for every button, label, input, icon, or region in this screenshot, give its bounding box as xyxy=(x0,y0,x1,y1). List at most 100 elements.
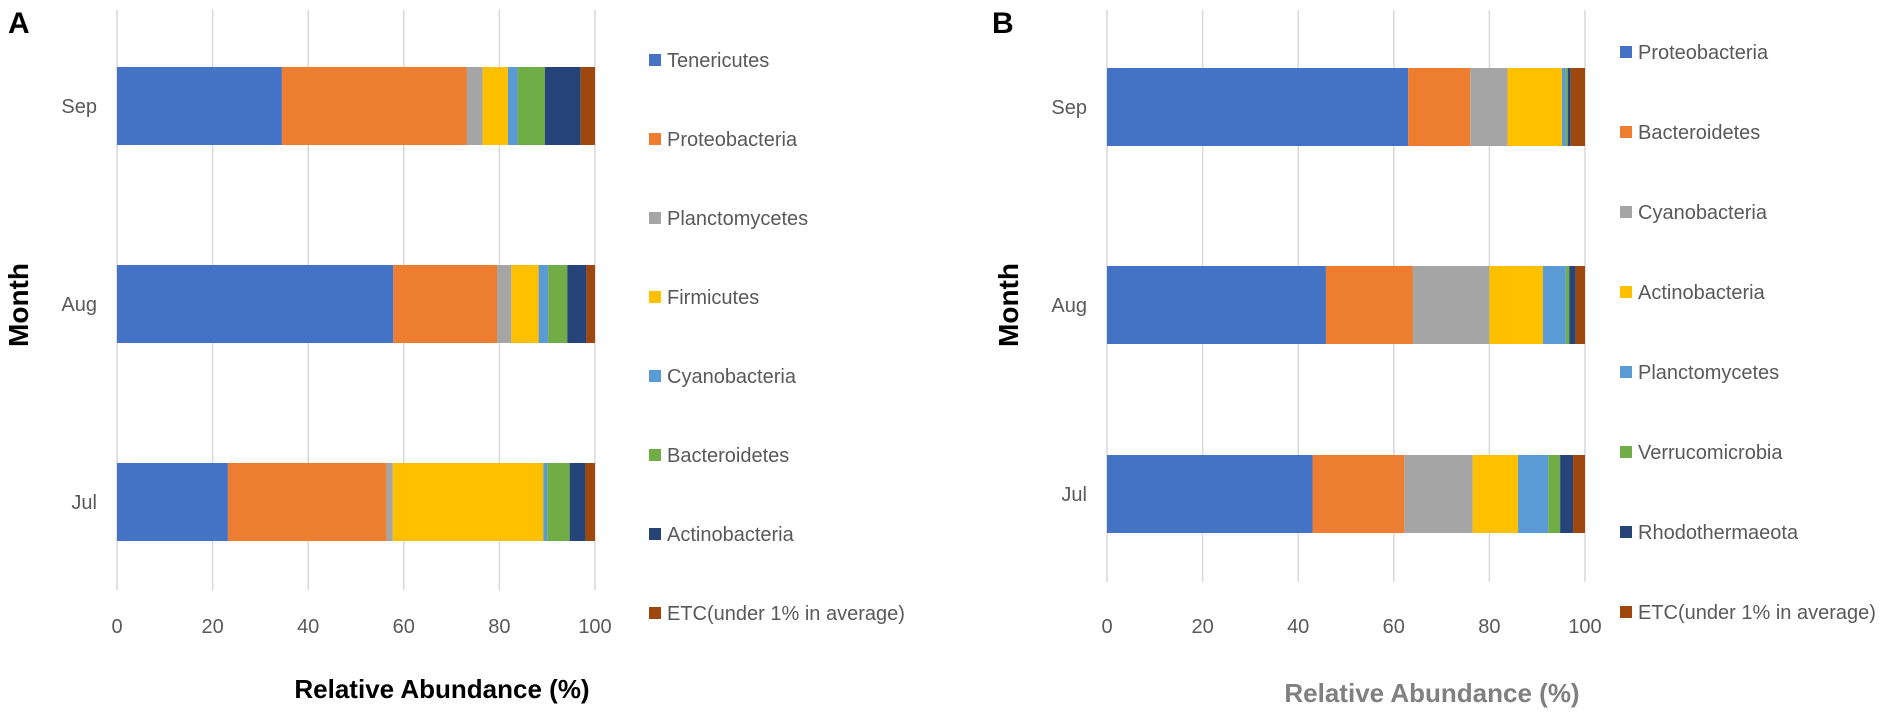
legend-label: Bacteroidetes xyxy=(1638,122,1760,144)
legend-swatch xyxy=(1620,286,1632,298)
bar-segment xyxy=(1565,266,1570,344)
bar-segment xyxy=(1489,266,1543,344)
x-tick-label: 0 xyxy=(111,616,122,638)
bar-segment xyxy=(1470,68,1508,146)
bar-segment xyxy=(1107,68,1409,146)
bar-segment xyxy=(117,67,282,145)
legend-label: Actinobacteria xyxy=(667,524,795,546)
x-tick-label: 20 xyxy=(1191,616,1213,638)
bar-segment xyxy=(281,67,467,145)
bar-segment xyxy=(1573,455,1585,533)
legend-label: Proteobacteria xyxy=(667,129,798,151)
bar-segment xyxy=(1312,455,1405,533)
bar-segment xyxy=(1542,266,1566,344)
legend-label: Planctomycetes xyxy=(1638,362,1779,384)
legend-swatch xyxy=(1620,606,1632,618)
legend-swatch xyxy=(649,370,661,382)
bar-segment xyxy=(1567,68,1571,146)
legend-label: Verrucomicrobia xyxy=(1638,442,1783,464)
bar-segment xyxy=(497,265,512,343)
legend-label: Tenericutes xyxy=(667,50,769,72)
legend-label: Bacteroidetes xyxy=(667,445,789,467)
bar-segment xyxy=(1562,68,1566,146)
legend-label: Firmicutes xyxy=(667,287,759,309)
x-tick-label: 40 xyxy=(1287,616,1309,638)
bar-segment xyxy=(117,265,394,343)
x-axis-label: Relative Abundance (%) xyxy=(294,674,589,704)
y-tick-label: Aug xyxy=(61,294,97,316)
legend-swatch xyxy=(649,291,661,303)
bar-segment xyxy=(517,67,545,145)
bar-segment xyxy=(393,265,498,343)
x-tick-label: 0 xyxy=(1101,616,1112,638)
legend-swatch xyxy=(1620,46,1632,58)
bar-segment xyxy=(1472,455,1519,533)
bar-segment xyxy=(392,463,544,541)
chart-panel-b: B 0 20 40 60 80 100 Sep Aug Jul Month Relative Abun… xyxy=(992,7,1876,708)
panel-label: B xyxy=(992,7,1014,40)
legend-swatch xyxy=(649,528,661,540)
bar-segment xyxy=(508,67,518,145)
bar-segment xyxy=(1325,266,1413,344)
bar-segment xyxy=(544,67,581,145)
bar-segment xyxy=(569,463,586,541)
bar-segment xyxy=(117,463,228,541)
bar-segment xyxy=(1575,266,1585,344)
bar-segment xyxy=(586,265,595,343)
bar-segment xyxy=(1507,68,1563,146)
bar-segment xyxy=(538,265,549,343)
x-axis-label: Relative Abundance (%) xyxy=(1284,678,1579,708)
legend-label: Rhodothermaeota xyxy=(1638,522,1799,544)
bar-segment xyxy=(1570,68,1585,146)
legend-label: Planctomycetes xyxy=(667,208,808,230)
bar-segment xyxy=(466,67,483,145)
x-tick-label: 60 xyxy=(1383,616,1405,638)
bar-segment xyxy=(1107,455,1313,533)
legend-label: ETC(under 1% in average) xyxy=(1638,602,1876,624)
y-axis-label: Month xyxy=(3,263,34,347)
legend: Tenericutes Proteobacteria Planctomycetes F… xyxy=(649,50,905,625)
y-axis-label: Month xyxy=(993,263,1024,347)
bar-segment xyxy=(1569,266,1576,344)
legend-swatch xyxy=(1620,206,1632,218)
x-tick-label: 60 xyxy=(393,616,415,638)
x-tick-label: 20 xyxy=(201,616,223,638)
bar-segment xyxy=(482,67,509,145)
y-tick-label: Sep xyxy=(1051,97,1087,119)
legend-swatch xyxy=(649,54,661,66)
legend-label: Actinobacteria xyxy=(1638,282,1766,304)
legend-label: Cyanobacteria xyxy=(667,366,797,388)
legend-label: Proteobacteria xyxy=(1638,42,1769,64)
legend-swatch xyxy=(649,449,661,461)
bar-segment xyxy=(1565,68,1568,146)
legend-swatch xyxy=(649,607,661,619)
x-tick-label: 40 xyxy=(297,616,319,638)
bar-segment xyxy=(543,463,548,541)
bar-segment xyxy=(1404,455,1473,533)
bar-segment xyxy=(1412,266,1490,344)
bar-segment xyxy=(585,463,595,541)
legend-swatch xyxy=(1620,526,1632,538)
legend-swatch xyxy=(1620,126,1632,138)
x-tick-label: 80 xyxy=(488,616,510,638)
bar-segment xyxy=(386,463,393,541)
bar-segment xyxy=(547,463,570,541)
legend-swatch xyxy=(1620,366,1632,378)
legend-label: Cyanobacteria xyxy=(1638,202,1768,224)
bar-segment xyxy=(1518,455,1549,533)
y-tick-label: Sep xyxy=(61,96,97,118)
panel-label: A xyxy=(8,7,30,40)
y-tick-label: Aug xyxy=(1051,295,1087,317)
y-tick-label: Jul xyxy=(1061,484,1087,506)
bar-segment xyxy=(511,265,539,343)
legend-swatch xyxy=(649,212,661,224)
legend-swatch xyxy=(649,133,661,145)
bar-segment xyxy=(548,265,568,343)
bar-segment xyxy=(227,463,387,541)
bar-segment xyxy=(580,67,595,145)
chart-panel-a: A 0 20 40 60 80 100 Sep Aug Jul Month Relative Abun… xyxy=(3,7,905,704)
x-tick-label: 100 xyxy=(578,616,611,638)
bar-segment xyxy=(567,265,587,343)
bar-segment xyxy=(1107,266,1326,344)
legend-label: ETC(under 1% in average) xyxy=(667,603,905,625)
